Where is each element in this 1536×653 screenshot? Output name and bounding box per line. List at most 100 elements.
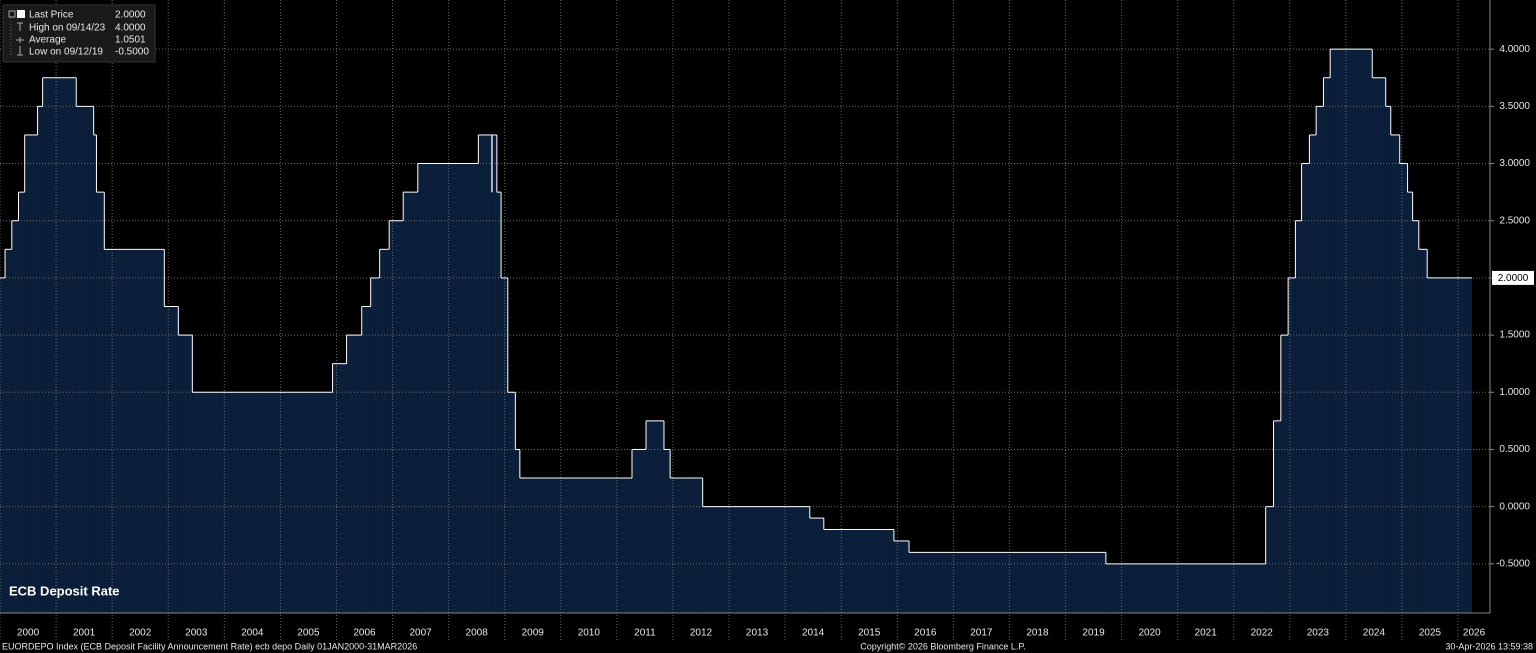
area-segment — [96, 192, 105, 613]
footer-source: EUORDEPO Index (ECB Deposit Facility Ann… — [2, 641, 417, 651]
x-tick-label: 2017 — [970, 628, 993, 639]
x-tick-label: 2016 — [914, 628, 937, 639]
y-tick-label: 2.5000 — [1499, 215, 1530, 226]
x-tick-label: 2003 — [185, 628, 208, 639]
area-segment — [909, 552, 1106, 613]
x-tick-label: 2012 — [690, 628, 713, 639]
y-tick-label: 3.5000 — [1499, 101, 1530, 112]
area-segment — [37, 106, 43, 613]
x-tick-label: 2020 — [1138, 628, 1161, 639]
x-tick-label: 2000 — [17, 628, 40, 639]
x-tick-label: 2021 — [1195, 628, 1218, 639]
area-segment — [332, 363, 347, 613]
area-segment — [478, 134, 492, 614]
x-tick-label: 2024 — [1363, 628, 1386, 639]
area-segment — [417, 163, 479, 613]
y-tick-label: 1.0000 — [1499, 387, 1530, 398]
area-segment — [178, 335, 193, 613]
x-tick-label: 2025 — [1419, 628, 1442, 639]
legend-label: Last Price — [29, 10, 74, 21]
area-segment — [1372, 77, 1386, 613]
area-segment — [519, 478, 633, 613]
legend-box — [2, 4, 156, 63]
legend-label: Low on 09/12/19 — [29, 47, 103, 58]
area-segment — [11, 220, 19, 613]
area-segment — [379, 249, 390, 613]
y-tick-label: -0.5000 — [1496, 558, 1530, 569]
x-tick-label: 2019 — [1082, 628, 1105, 639]
x-tick-label: 2018 — [1026, 628, 1049, 639]
area-segment — [0, 277, 6, 613]
y-tick-label: 4.0000 — [1499, 44, 1530, 55]
area-segment — [1427, 277, 1472, 613]
area-segment — [1330, 49, 1373, 613]
area-segment — [646, 420, 664, 613]
area-segment — [5, 249, 12, 613]
area-segment — [507, 392, 516, 613]
legend: Last Price 2.0000 High on 09/14/23 4.000… — [2, 4, 156, 63]
axes: -0.5000 0.0000 0.5000 1.0000 1.5000 2.0000 2.5… — [17, 44, 1534, 639]
x-tick-label: 2015 — [858, 628, 881, 639]
x-tick-label: 2011 — [634, 628, 656, 639]
x-tick-label: 2002 — [129, 628, 152, 639]
legend-value: 2.0000 — [115, 10, 146, 21]
area-segment — [361, 306, 371, 613]
legend-value: -0.5000 — [115, 47, 149, 58]
x-tick-label: 2007 — [409, 628, 432, 639]
area-segment — [1399, 163, 1408, 613]
area-segment — [823, 529, 894, 613]
legend-toggle — [8, 10, 16, 18]
x-tick-label: 2010 — [578, 628, 601, 639]
area-segment — [1316, 106, 1324, 613]
x-tick-label: 2026 — [1463, 628, 1486, 639]
area-segment — [893, 540, 910, 613]
area-segment — [501, 277, 508, 613]
area-segment — [1390, 134, 1400, 614]
area-segment — [164, 306, 179, 613]
area-segment — [24, 134, 38, 614]
x-tick-label: 2005 — [297, 628, 320, 639]
last-price-label: 2.0000 — [1498, 273, 1529, 284]
area-segment — [632, 449, 647, 613]
y-tick-label: 1.5000 — [1499, 330, 1530, 341]
area-segment — [93, 134, 97, 614]
area-segment — [346, 335, 362, 613]
legend-icon — [17, 22, 23, 31]
x-tick-label: 2001 — [73, 628, 96, 639]
area-segment — [403, 192, 418, 613]
x-tick-label: 2022 — [1251, 628, 1274, 639]
legend-value: 4.0000 — [115, 23, 146, 34]
area-segment — [1418, 249, 1428, 613]
price-line — [0, 48, 1472, 565]
area-segment — [104, 249, 165, 613]
area-segment — [1301, 163, 1310, 613]
area-segment — [1385, 106, 1391, 613]
area-segment — [702, 506, 810, 613]
area-segment — [670, 478, 703, 613]
legend-label: Average — [29, 35, 67, 46]
legend-icon — [16, 37, 24, 43]
area-segment — [1295, 220, 1302, 613]
x-tick-label: 2014 — [802, 628, 825, 639]
y-tick-label: 3.0000 — [1499, 158, 1530, 169]
x-tick-label: 2004 — [241, 628, 264, 639]
area-segment — [1407, 192, 1413, 613]
area-segment — [370, 277, 380, 613]
area-segment — [515, 449, 520, 613]
area-segment — [18, 192, 25, 613]
area-segment — [496, 192, 502, 613]
last-price-tag — [1492, 270, 1534, 285]
area-segment — [42, 77, 77, 613]
area-segment — [1323, 77, 1331, 613]
legend-swatch — [17, 10, 25, 18]
legend-label: High on 09/14/23 — [29, 23, 106, 34]
x-tick-label: 2008 — [466, 628, 489, 639]
x-tick-label: 2009 — [522, 628, 545, 639]
area-segment — [492, 134, 497, 614]
area-segment — [389, 220, 404, 613]
area-segment — [1412, 220, 1419, 613]
footer-copyright: Copyright© 2026 Bloomberg Finance L.P. — [860, 641, 1026, 651]
area-fill — [0, 49, 1472, 614]
